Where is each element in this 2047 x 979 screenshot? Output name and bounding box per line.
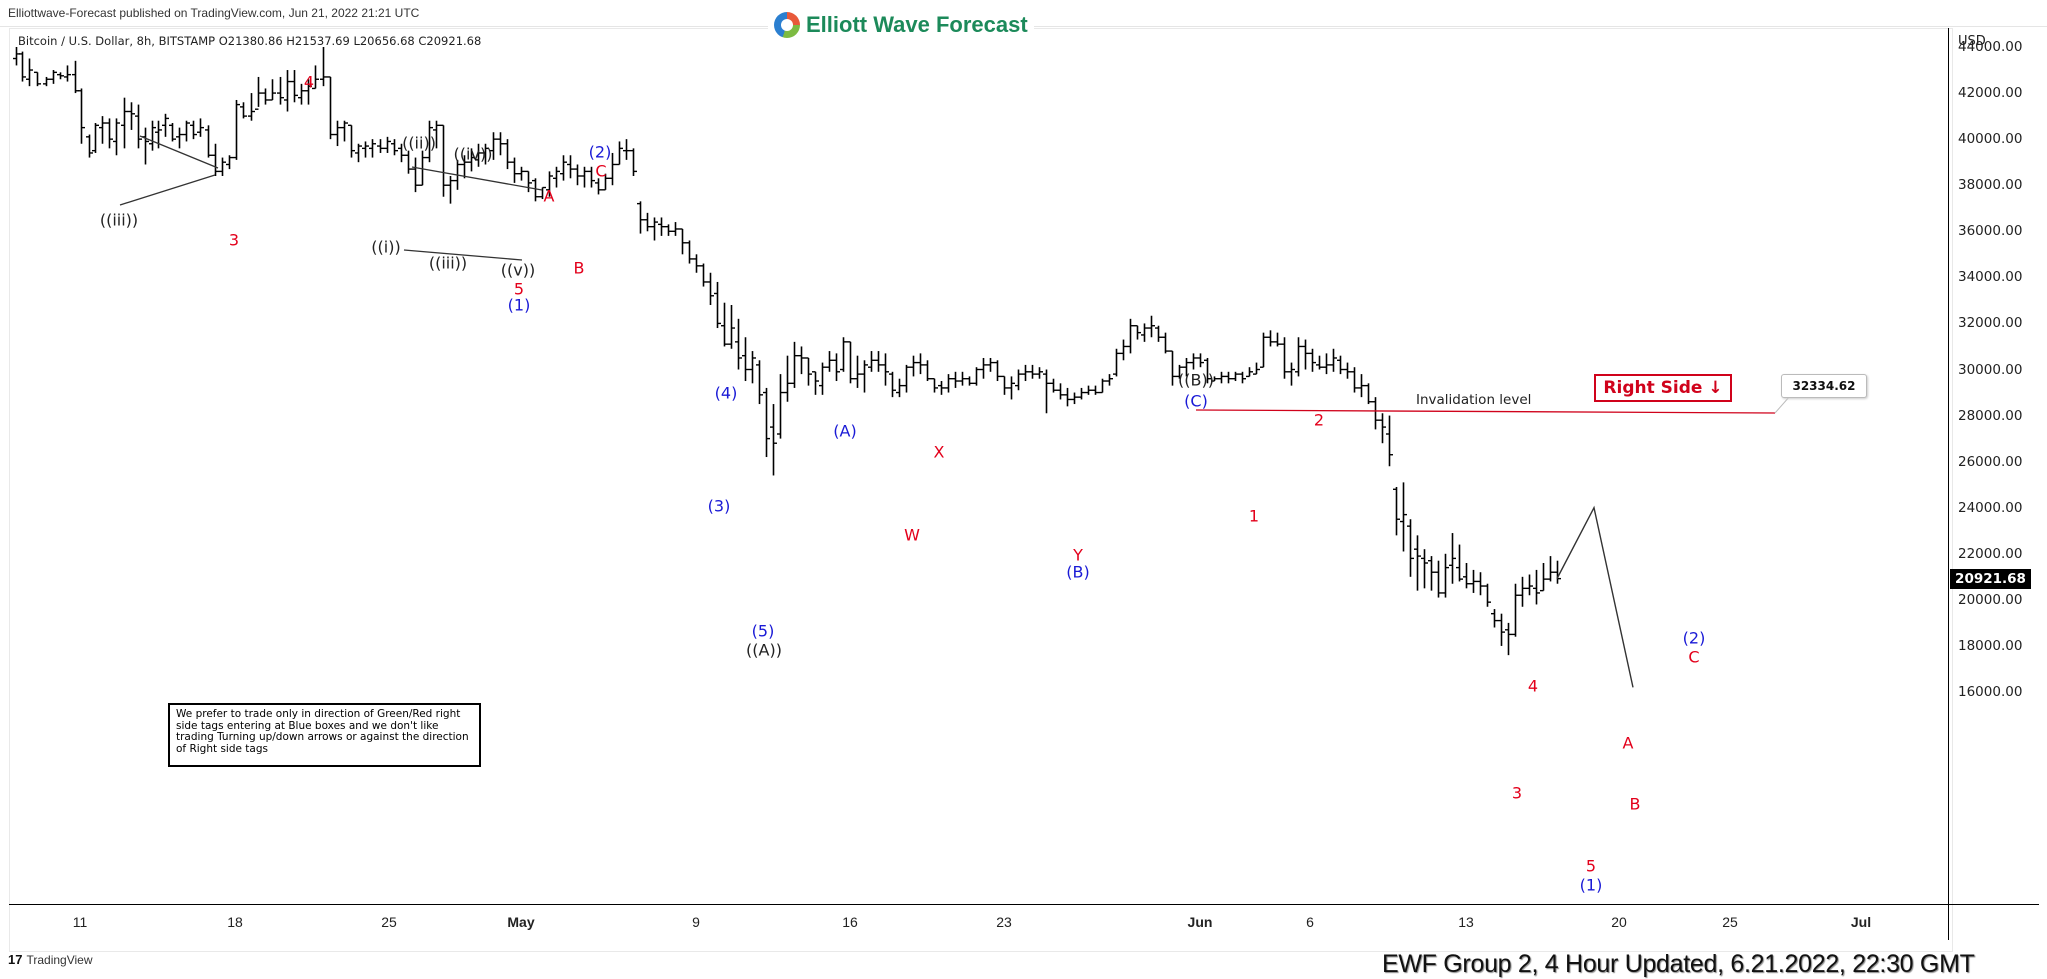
logo-text: Elliott Wave Forecast xyxy=(806,12,1028,37)
logo-swirl-icon xyxy=(774,12,800,38)
wave-label: Y xyxy=(1073,545,1083,565)
price-tick-label: 24000.00 xyxy=(1958,499,2023,516)
wave-label: (2) xyxy=(588,142,612,162)
time-tick-label: 11 xyxy=(72,914,88,930)
price-tick-label: 30000.00 xyxy=(1958,361,2023,378)
wave-label: (C) xyxy=(1184,391,1208,411)
wave-label: A xyxy=(543,186,555,206)
wave-label: W xyxy=(904,525,920,545)
price-tick-label: 16000.00 xyxy=(1958,684,2023,700)
wave-label: ((iii)) xyxy=(99,210,139,230)
price-tick-label: 26000.00 xyxy=(1958,453,2023,470)
wave-label: 3 xyxy=(1511,783,1523,803)
wave-label: (5) xyxy=(751,621,775,641)
time-tick-label: 25 xyxy=(1722,914,1738,930)
wave-label: 5 xyxy=(1585,856,1597,876)
wave-label: (3) xyxy=(707,496,731,516)
price-axis-divider xyxy=(1948,28,1949,940)
time-tick-label: 25 xyxy=(381,914,397,930)
triangle-trendline xyxy=(119,174,216,206)
time-tick-label: 18 xyxy=(227,914,243,930)
invalidation-level-label: Invalidation level xyxy=(1416,392,1532,408)
tradingview-label: TradingView xyxy=(26,952,93,967)
wave-label: C xyxy=(1688,647,1700,667)
invalidation-value-callout: 32334.62 xyxy=(1781,374,1867,398)
wave-label: 4 xyxy=(303,72,315,92)
wave-label: ((i)) xyxy=(371,237,401,257)
wave-label: ((v)) xyxy=(500,260,536,280)
wave-label: ((iv)) xyxy=(453,144,493,164)
time-axis-divider xyxy=(9,904,2039,905)
time-tick-label: 6 xyxy=(1306,914,1314,930)
wave-label: ((iii)) xyxy=(428,253,468,273)
time-tick-label: 13 xyxy=(1458,914,1474,930)
projection-path xyxy=(1556,505,1634,688)
wave-label: B xyxy=(1629,794,1641,814)
invalidation-line xyxy=(1195,409,1776,414)
wave-label: 2 xyxy=(1313,410,1325,430)
price-tick-label: 22000.00 xyxy=(1958,545,2023,562)
right-side-tag: Right Side ↓ xyxy=(1594,374,1732,402)
wave-label: 5 xyxy=(513,279,525,299)
wave-label: (B) xyxy=(1066,562,1090,582)
price-tick-label: 44000.00 xyxy=(1958,39,2023,55)
wave-label: 4 xyxy=(1527,676,1539,696)
time-tick-label: 9 xyxy=(692,914,700,930)
time-tick-label: 16 xyxy=(842,914,858,930)
price-tick-label: 40000.00 xyxy=(1958,131,2023,148)
wave-label: A xyxy=(1622,733,1634,753)
price-tick-label: 18000.00 xyxy=(1958,637,2023,654)
price-tick-label: 42000.00 xyxy=(1958,85,2023,102)
triangle-trendline xyxy=(139,135,219,169)
tradingview-logo-icon: 17 xyxy=(8,952,23,967)
wave-label: C xyxy=(595,161,607,181)
wave-label: 1 xyxy=(1248,506,1260,526)
published-caption: Elliottwave-Forecast published on Tradin… xyxy=(8,6,420,20)
wave-label: (A) xyxy=(833,421,857,441)
wave-label: (4) xyxy=(714,383,738,403)
price-tick-label: 36000.00 xyxy=(1958,223,2023,240)
price-tick-label: 28000.00 xyxy=(1958,407,2023,424)
wave-label: (1) xyxy=(1579,875,1603,895)
wave-label: B xyxy=(573,258,585,278)
time-tick-label: 23 xyxy=(996,914,1012,930)
last-price-tag: 20921.68 xyxy=(1950,568,2031,589)
wave-label: ((B)) xyxy=(1178,370,1214,390)
time-tick-label: Jun xyxy=(1187,914,1213,930)
time-tick-label: Jul xyxy=(1850,914,1872,930)
wave-label: (1) xyxy=(507,295,531,315)
triangle-trendline xyxy=(403,249,523,261)
ohlc-bars xyxy=(13,47,1561,656)
price-axis-currency: USD xyxy=(1958,34,1986,49)
wave-label: ((A)) xyxy=(746,640,782,660)
tradingview-attribution: 17 TradingView xyxy=(8,952,93,967)
price-tick-label: 20000.00 xyxy=(1958,591,2023,608)
price-tick-label: 32000.00 xyxy=(1958,315,2023,332)
brand-logo: Elliott Wave Forecast xyxy=(768,12,1034,38)
triangle-trendline xyxy=(411,166,543,191)
trading-note-box: We prefer to trade only in direction of … xyxy=(168,703,481,767)
symbol-legend: Bitcoin / U.S. Dollar, 8h, BITSTAMP O213… xyxy=(18,34,482,48)
price-tick-label: 34000.00 xyxy=(1958,269,2023,286)
wave-label: ((ii)) xyxy=(402,133,436,153)
time-tick-label: May xyxy=(507,914,535,930)
price-tick-label: 38000.00 xyxy=(1958,177,2023,194)
wave-label: (2) xyxy=(1682,628,1706,648)
wave-label: X xyxy=(933,442,945,462)
wave-label: 3 xyxy=(228,230,240,250)
time-tick-label: 20 xyxy=(1611,914,1627,930)
update-caption: EWF Group 2, 4 Hour Updated, 6.21.2022, … xyxy=(1382,950,1975,978)
